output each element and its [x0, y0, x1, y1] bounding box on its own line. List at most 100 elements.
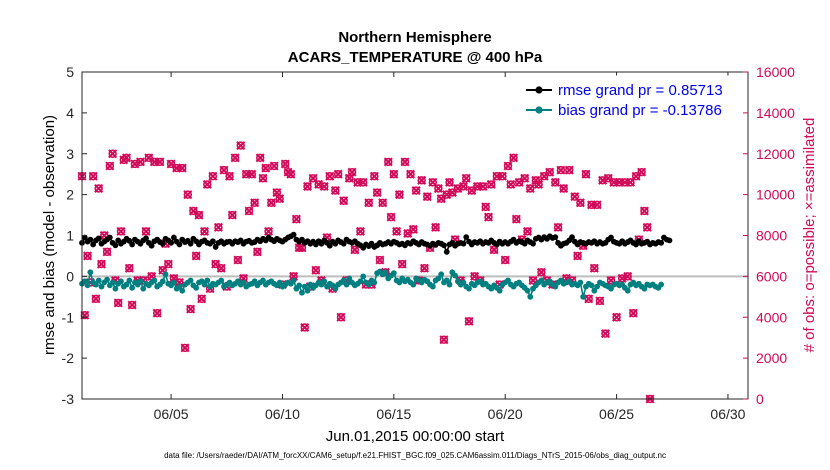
obs-possible-point [489, 245, 499, 255]
obs-assimilated-point [339, 196, 349, 206]
obs-assimilated-point [227, 210, 237, 220]
x-tick-label: 06/30 [710, 406, 745, 422]
obs-possible-point [247, 169, 257, 179]
obs-possible-point [629, 308, 638, 318]
bias-point [658, 281, 665, 288]
y-tick-label: 0 [66, 268, 74, 284]
obs-assimilated-point [127, 300, 137, 310]
obs-assimilated-point [506, 179, 516, 189]
obs-assimilated-stroke [314, 179, 324, 189]
bias-point [84, 282, 91, 289]
bias-point [140, 285, 147, 292]
obs-possible-point [514, 178, 524, 187]
obs-assimilated-point [286, 169, 296, 179]
bias-point [137, 278, 144, 285]
obs-possible-point [113, 298, 123, 308]
obs-assimilated-stroke [336, 312, 346, 322]
obs-assimilated-stroke [291, 214, 301, 224]
y2-axis-label: # of obs: o=possible; ×=assimilated [801, 118, 818, 353]
y2-tick-label: 16000 [756, 64, 795, 80]
obs-assimilated-stroke [509, 153, 519, 163]
obs-assimilated-point [333, 169, 343, 179]
obs-assimilated-stroke [275, 194, 285, 204]
rmse-point [187, 240, 194, 247]
y-axis-label: rmse and bias (model - observation) [41, 115, 58, 355]
obs-assimilated-point [355, 226, 365, 236]
obs-assimilated-point [272, 188, 282, 198]
obs-assimilated-point [575, 198, 585, 208]
obs-assimilated-point [108, 149, 118, 159]
obs-possible-point [356, 227, 365, 236]
obs-possible-point [350, 245, 360, 255]
obs-possible-point [228, 210, 237, 220]
bias-point [496, 287, 503, 294]
obs-assimilated-stroke [408, 224, 418, 234]
rmse-point [209, 238, 216, 245]
obs-possible-point [478, 182, 488, 191]
obs-possible-point [150, 157, 159, 167]
obs-possible-point [141, 227, 151, 236]
chart-subtitle: ACARS_TEMPERATURE @ 400 hPa [288, 49, 543, 66]
obs-possible-point [386, 212, 396, 222]
bias-point [340, 277, 347, 284]
obs-possible-point [211, 259, 220, 269]
obs-assimilated-point [447, 188, 457, 198]
obs-assimilated-stroke [617, 273, 627, 283]
obs-possible-point [375, 255, 385, 265]
obs-assimilated-point [478, 181, 488, 191]
obs-possible-point [178, 163, 187, 173]
obs-possible-point [194, 210, 204, 220]
bias-point [382, 269, 389, 276]
obs-possible-point [258, 174, 268, 183]
obs-assimilated-stroke [355, 226, 365, 236]
obs-assimilated-point [464, 316, 474, 326]
obs-assimilated-stroke [91, 294, 101, 304]
obs-assimilated-stroke [122, 153, 132, 163]
bias-point [104, 276, 110, 283]
obs-assimilated-point [291, 214, 301, 224]
obs-assimilated-point [174, 277, 184, 288]
legend-box [507, 75, 743, 121]
y-tick-label: 2 [66, 187, 74, 203]
axes-layer: -3 -2 -1 0 1 2 3 4 5 0 2000 4000 6000 8000 10000 12000 1… [62, 64, 796, 422]
obs-assimilated-stroke [436, 194, 446, 204]
obs-assimilated-point [269, 161, 279, 171]
obs-possible-point [166, 159, 176, 169]
obs-possible-point [501, 255, 510, 265]
obs-assimilated-stroke [419, 263, 429, 273]
x-tick-label: 06/10 [265, 406, 300, 422]
rmse-point [463, 234, 470, 241]
obs-assimilated-point [197, 294, 207, 304]
obs-assimilated-point [389, 169, 399, 179]
obs-assimilated-point [556, 165, 566, 175]
obs-possible-point [590, 264, 599, 273]
rmse-point [290, 231, 297, 238]
bias-point [524, 287, 531, 294]
obs-assimilated-point [130, 159, 140, 169]
obs-possible-point [253, 247, 262, 257]
rmse-point [658, 239, 665, 246]
obs-assimilated-stroke [411, 186, 421, 196]
bias-point [170, 279, 177, 286]
obs-assimilated-point [436, 194, 446, 204]
obs-assimilated-point [603, 173, 613, 183]
obs-possible-point [250, 198, 259, 208]
obs-possible-point [481, 202, 490, 212]
bias-point [527, 293, 534, 300]
obs-assimilated-point [294, 243, 304, 253]
obs-assimilated-point [102, 247, 112, 257]
obs-assimilated-stroke [311, 265, 321, 275]
obs-possible-point [434, 184, 443, 193]
y2-tick-label: 12000 [756, 146, 795, 162]
obs-possible-point [180, 343, 190, 353]
obs-assimilated-stroke [559, 183, 569, 194]
obs-possible-point [94, 184, 103, 193]
obs-assimilated-stroke [447, 188, 457, 198]
obs-assimilated-stroke [514, 177, 524, 187]
obs-assimilated-stroke [211, 259, 221, 269]
bias-point [446, 281, 453, 288]
y2-tick-label: 10000 [756, 187, 795, 203]
obs-assimilated-stroke [230, 153, 240, 163]
obs-assimilated-point [509, 153, 519, 163]
obs-assimilated-point [481, 202, 491, 212]
